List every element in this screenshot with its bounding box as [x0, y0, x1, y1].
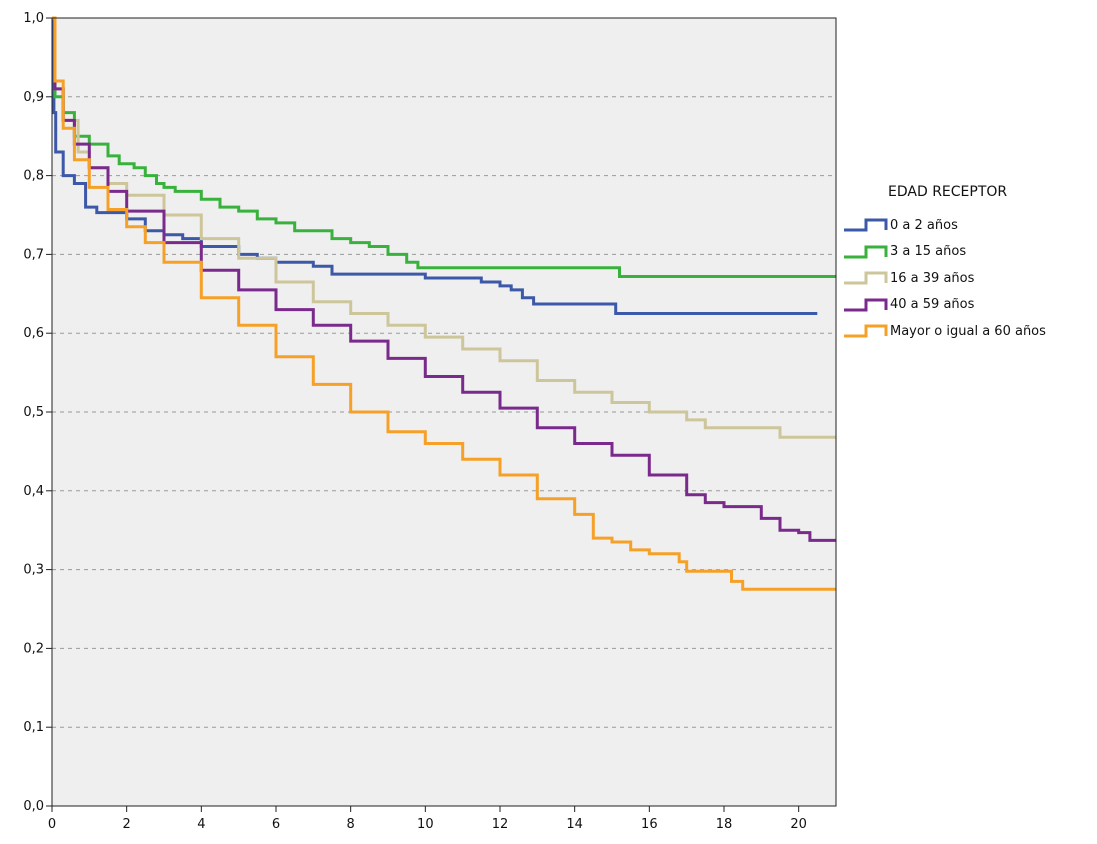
y-tick-label: 0,8 — [23, 169, 44, 184]
legend-swatch — [844, 271, 888, 285]
legend-item: Mayor o igual a 60 años — [842, 318, 1092, 345]
gridlines — [52, 96, 836, 728]
x-tick-label: 14 — [566, 817, 583, 832]
legend-item: 3 a 15 años — [842, 239, 1092, 266]
y-tick-label: 0,4 — [23, 484, 44, 499]
x-tick-label: 10 — [417, 817, 434, 832]
y-tick-label: 0,2 — [23, 641, 44, 656]
x-tick-label: 8 — [347, 817, 355, 832]
legend-item: 0 a 2 años — [842, 212, 1092, 239]
legend-swatch — [844, 218, 888, 232]
x-tick-label: 0 — [48, 817, 56, 832]
y-tick-label: 1,0 — [23, 11, 44, 26]
y-tick-label: 0,1 — [23, 720, 44, 735]
x-tick-label: 12 — [492, 817, 509, 832]
legend-swatch — [844, 298, 888, 312]
legend-item: 40 a 59 años — [842, 292, 1092, 319]
y-tick-label: 0,5 — [23, 405, 44, 420]
x-tick-label: 2 — [123, 817, 131, 832]
y-tick-label: 0,6 — [23, 326, 44, 341]
legend-swatch — [844, 245, 888, 259]
x-tick-label: 18 — [716, 817, 733, 832]
legend-label: 16 a 39 años — [890, 270, 975, 286]
series-line-5 — [52, 16, 836, 591]
y-tick-label: 0,0 — [23, 799, 44, 814]
y-tick-label: 0,3 — [23, 563, 44, 578]
legend-label: Mayor o igual a 60 años — [890, 323, 1046, 339]
series-line-2 — [52, 16, 836, 278]
legend-label: 0 a 2 años — [890, 217, 958, 233]
legend-label: 3 a 15 años — [890, 244, 967, 260]
x-tick-label: 6 — [272, 817, 280, 832]
y-axis: 0,0 0,1 0,2 0,3 0,4 0,5 0,6 0,7 0,8 0,9 1,0 — [23, 11, 52, 814]
legend: EDAD RECEPTOR 0 a 2 años 3 a 15 años 16 a … — [842, 184, 1092, 345]
legend-items: 0 a 2 años 3 a 15 años 16 a 39 años 40 a 59… — [842, 212, 1092, 345]
y-tick-label: 0,9 — [23, 90, 44, 105]
series-line-1 — [52, 16, 818, 315]
x-axis: 0 2 4 6 8 10 12 14 16 18 20 — [48, 806, 807, 832]
x-tick-label: 4 — [197, 817, 205, 832]
series-line-4 — [52, 16, 836, 542]
x-tick-label: 16 — [641, 817, 658, 832]
legend-label: 40 a 59 años — [890, 297, 975, 313]
y-tick-label: 0,7 — [23, 247, 44, 262]
series-lines — [52, 16, 836, 591]
x-tick-label: 20 — [790, 817, 807, 832]
legend-swatch — [844, 324, 888, 338]
legend-title: EDAD RECEPTOR — [888, 184, 1008, 200]
legend-item: 16 a 39 años — [842, 265, 1092, 292]
